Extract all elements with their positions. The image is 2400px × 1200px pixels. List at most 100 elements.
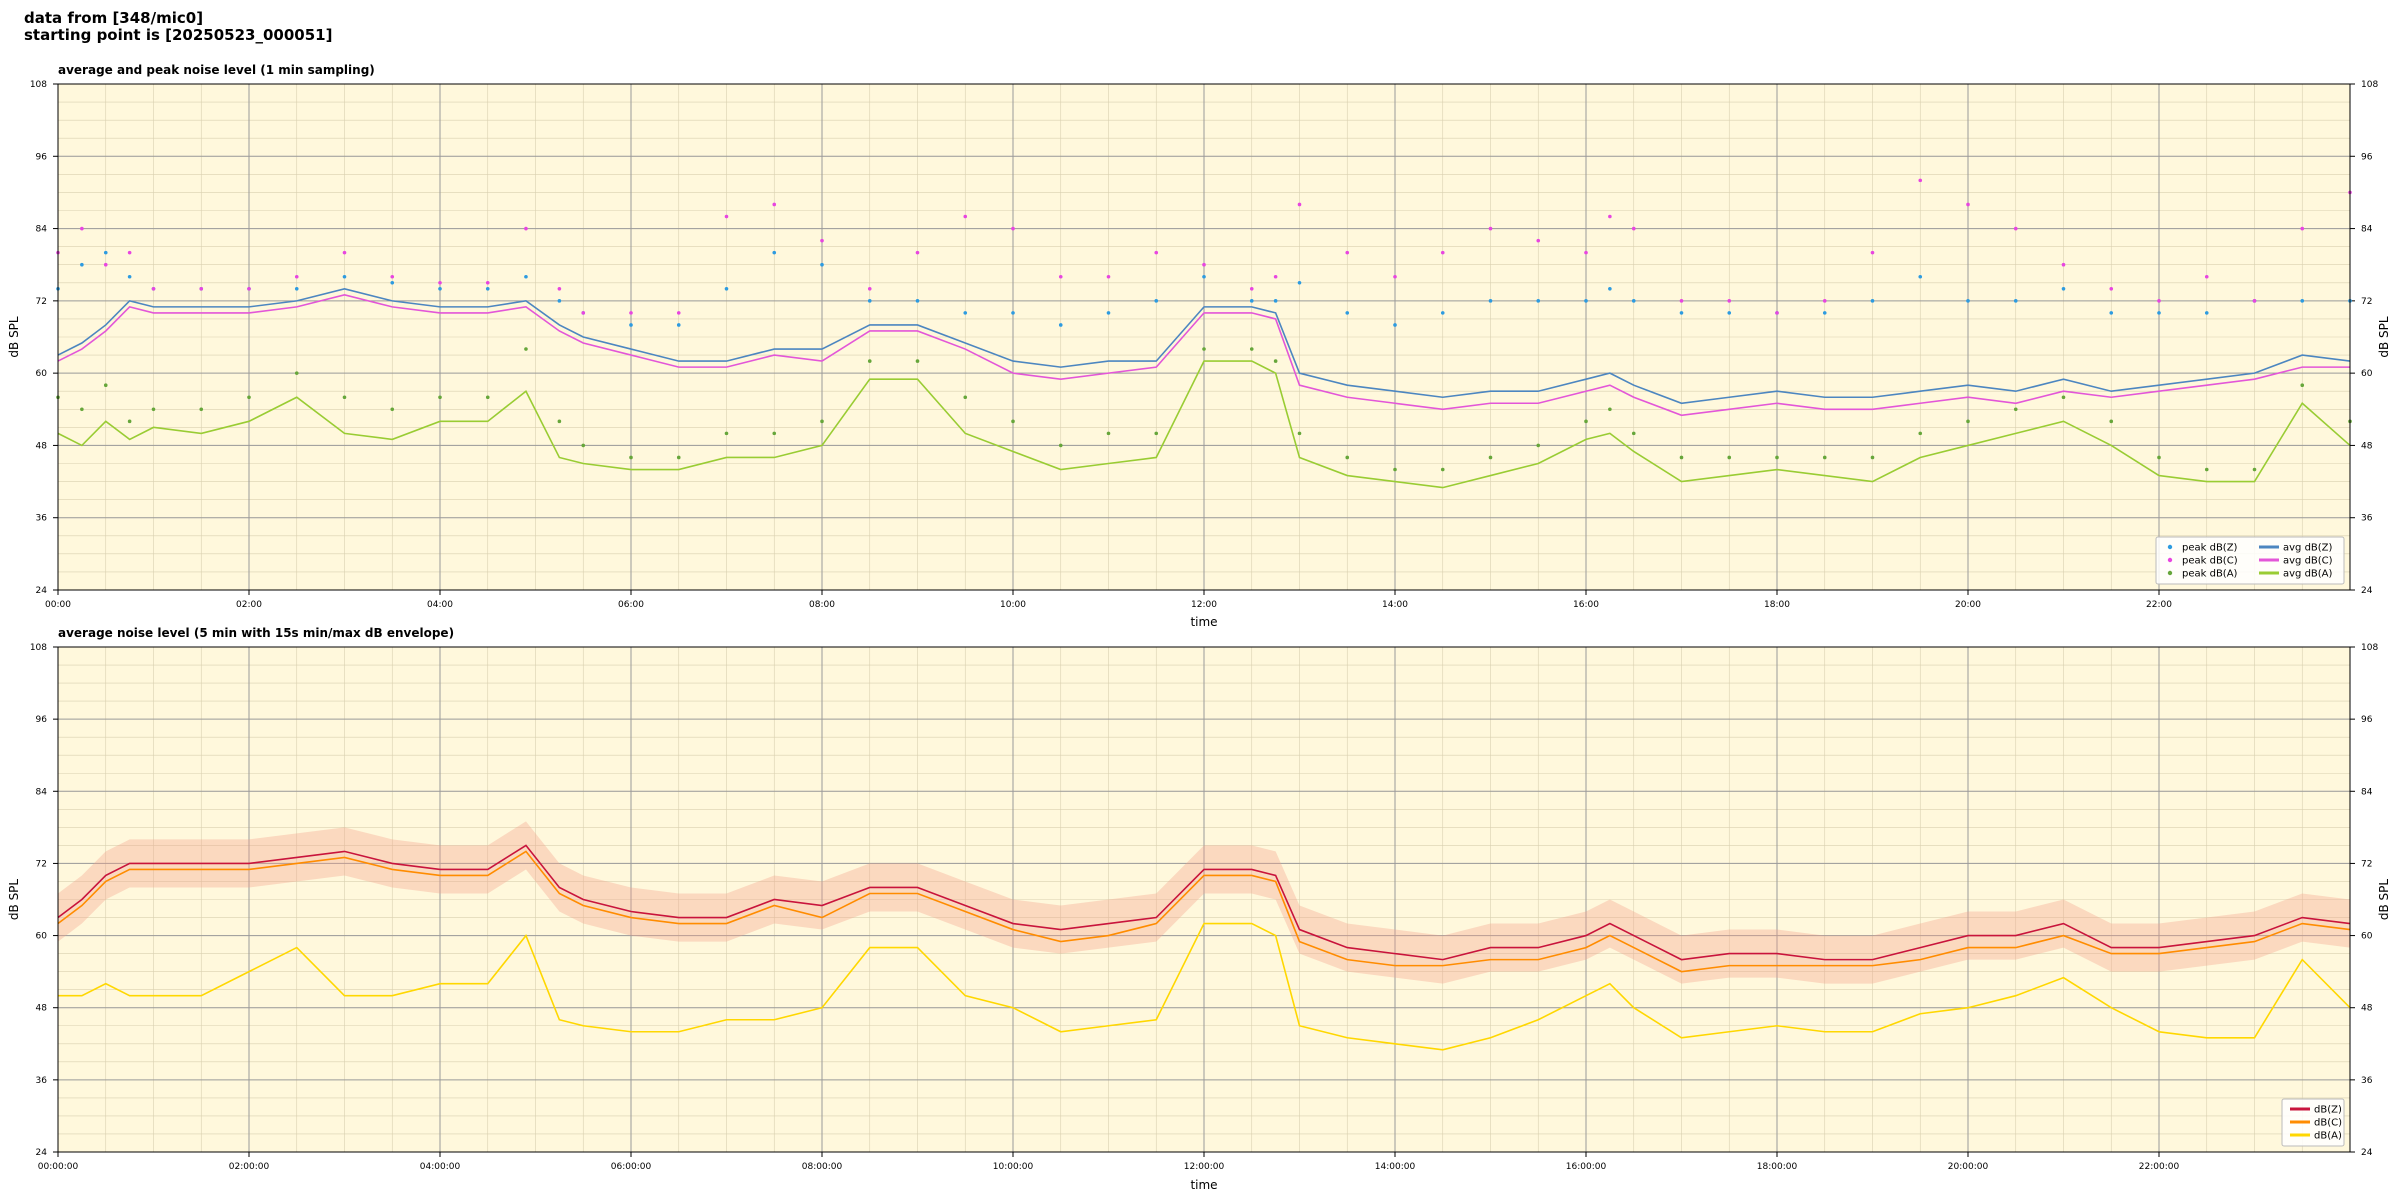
y-tick-label-right: 48 [2361, 441, 2373, 451]
data-point [1297, 280, 1302, 285]
x-tick-label: 06:00 [618, 600, 644, 610]
data-point [1249, 299, 1254, 303]
data-point [1106, 311, 1111, 315]
y-tick-label-right: 84 [2361, 787, 2373, 797]
data-point [1488, 455, 1493, 460]
x-tick-label: 14:00:00 [1375, 1162, 1416, 1172]
data-point [2300, 299, 2305, 303]
x-tick-label: 02:00 [236, 600, 262, 610]
data-point [1966, 419, 1970, 424]
y-tick-label-right: 24 [2361, 586, 2373, 596]
data-point [1058, 274, 1063, 279]
data-point [2109, 287, 2114, 291]
series-line-avg-db-z [57, 287, 2351, 405]
y-axis-label-left: dB SPL [7, 316, 21, 358]
data-point [1345, 250, 1350, 255]
data-point [1536, 299, 1541, 303]
y-tick-label-right: 24 [2361, 1148, 2373, 1158]
data-point [2013, 226, 2018, 231]
legend-label: peak dB(Z) [2182, 543, 2238, 554]
data-point [1536, 443, 1541, 448]
data-point [724, 287, 729, 291]
data-point [1011, 226, 1015, 231]
data-point [1273, 274, 1278, 279]
y-tick-label-right: 48 [2361, 1004, 2373, 1014]
x-tick-label: 08:00:00 [802, 1162, 843, 1172]
data-point [963, 311, 968, 315]
legend-marker [2167, 570, 2173, 576]
data-point [1727, 311, 1732, 315]
data-point [820, 262, 824, 267]
data-point [127, 274, 132, 279]
chart-panel-1: 00:00 02:00 04:00 06:00 08:00 10:00 12:00 14:00… [7, 63, 2391, 629]
data-point [103, 262, 108, 267]
data-point [1631, 226, 1636, 231]
y-tick-label-left: 48 [36, 441, 48, 451]
data-point [1822, 455, 1827, 460]
data-point [1154, 299, 1159, 303]
data-point [629, 455, 633, 460]
x-tick-label: 12:00 [1191, 600, 1217, 610]
data-point [1202, 347, 1206, 351]
data-point [867, 359, 872, 363]
data-point [820, 238, 824, 243]
data-point [2157, 299, 2161, 303]
data-point [1249, 347, 1254, 351]
plot-frame [57, 83, 2351, 591]
data-point [676, 311, 681, 315]
data-point [915, 250, 920, 255]
data-point [963, 395, 968, 400]
data-point [103, 383, 108, 387]
x-tick-label: 00:00 [45, 600, 71, 610]
data-point [1106, 431, 1111, 436]
data-point [1202, 262, 1206, 267]
y-tick-label-left: 108 [30, 80, 47, 90]
y-tick-label-left: 96 [36, 152, 48, 162]
series-line-avg-db-a [57, 360, 2351, 489]
y-tick-label-left: 96 [36, 715, 48, 725]
y-tick-label-left: 60 [36, 932, 48, 942]
data-point [629, 311, 633, 315]
x-tick-label: 18:00:00 [1757, 1162, 1798, 1172]
data-point [1679, 455, 1684, 460]
data-point [1440, 311, 1445, 315]
data-point [1966, 299, 1970, 303]
y-tick-label-left: 72 [36, 297, 47, 307]
data-point [1775, 455, 1779, 460]
data-point [1918, 431, 1923, 436]
y-tick-label-right: 60 [2361, 369, 2373, 379]
x-tick-label: 02:00:00 [229, 1162, 270, 1172]
data-point [1249, 287, 1254, 291]
data-point [676, 323, 681, 327]
legend-label: avg dB(A) [2283, 569, 2333, 580]
x-axis-label: time [1190, 615, 1217, 629]
data-point [724, 431, 729, 436]
data-point [915, 299, 920, 303]
x-tick-label: 18:00 [1764, 600, 1790, 610]
data-point [2109, 419, 2114, 424]
data-point [1536, 238, 1541, 243]
y-tick-label-left: 24 [36, 1148, 48, 1158]
data-point [1918, 274, 1923, 279]
data-point [390, 407, 395, 412]
y-tick-label-left: 72 [36, 859, 47, 869]
data-point [2157, 311, 2161, 315]
data-point [438, 287, 442, 291]
data-point [1822, 299, 1827, 303]
data-point [2252, 467, 2257, 472]
data-point [1727, 299, 1732, 303]
data-point [676, 455, 681, 460]
data-point [1966, 202, 1970, 207]
data-point [199, 407, 204, 412]
data-point [963, 214, 968, 219]
data-point [867, 299, 872, 303]
series-line-db-a [58, 922, 2351, 1051]
y-tick-label-left: 108 [30, 643, 47, 653]
data-point [2157, 455, 2161, 460]
data-point [2061, 395, 2066, 400]
legend-marker [2167, 544, 2173, 550]
y-tick-label-left: 48 [36, 1004, 48, 1014]
data-point [1870, 250, 1875, 255]
data-point [1011, 311, 1015, 315]
data-point [1918, 178, 1923, 183]
